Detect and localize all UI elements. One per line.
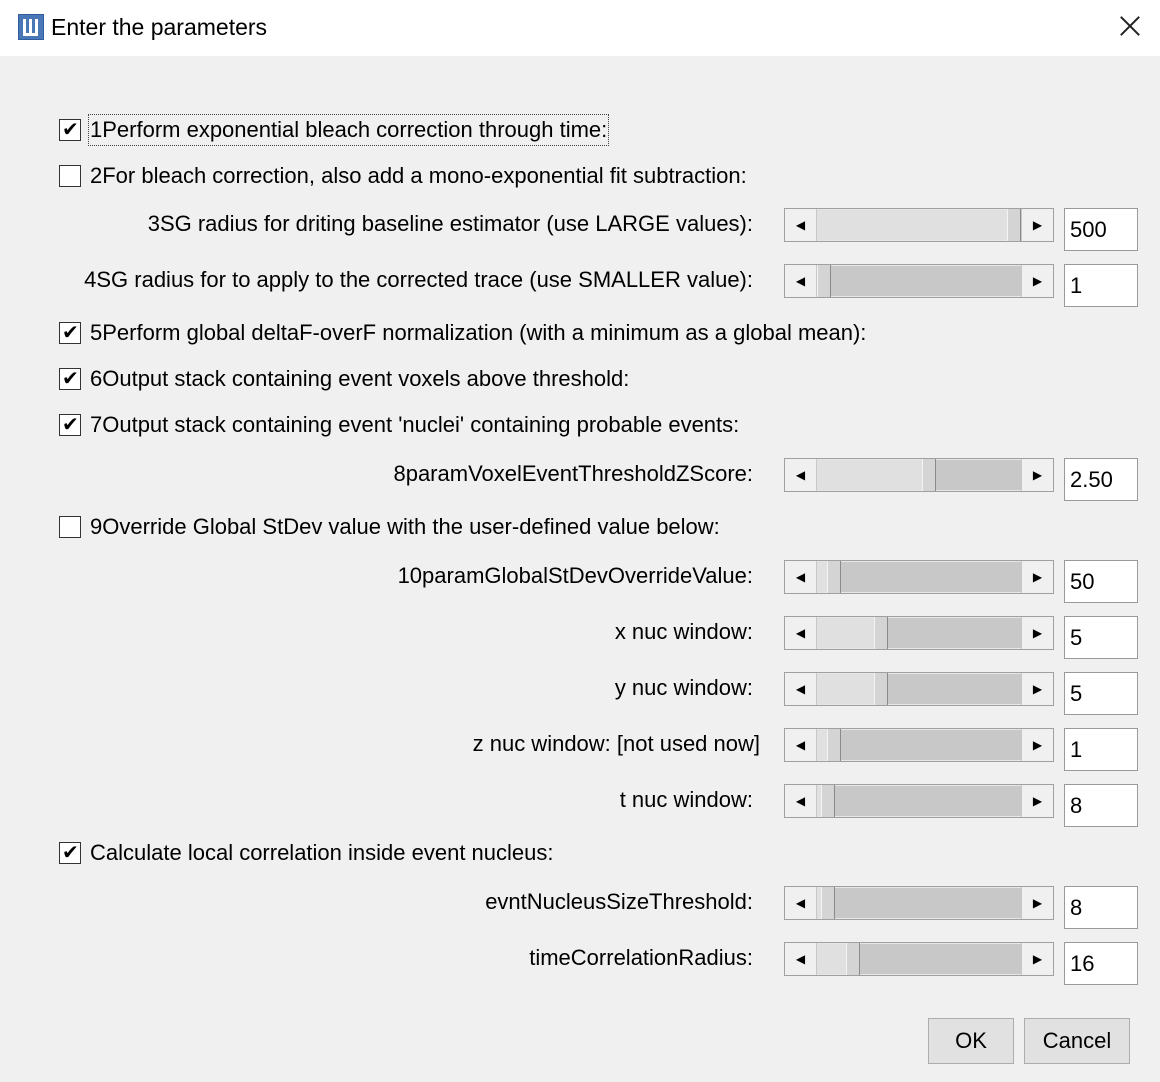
slider-sg-radius-baseline[interactable]: ◀ ▶ [784, 208, 1054, 242]
slider-thumb[interactable] [817, 265, 831, 297]
scroll-left-arrow-icon[interactable]: ◀ [785, 785, 817, 817]
slider-thumb[interactable] [827, 561, 841, 593]
slider-track[interactable] [817, 887, 1021, 919]
slider-nucleus-size-threshold[interactable]: ◀ ▶ [784, 886, 1054, 920]
scroll-right-arrow-icon[interactable]: ▶ [1021, 673, 1053, 705]
scroll-right-arrow-icon[interactable]: ▶ [1021, 617, 1053, 649]
slider-track[interactable] [817, 459, 1021, 491]
field-global-stdev-override[interactable] [1064, 560, 1138, 603]
slider-z-nuc-window[interactable]: ◀ ▶ [784, 728, 1054, 762]
label-z-nuc-window: z nuc window: [not used now] [472, 731, 760, 756]
scroll-right-arrow-icon[interactable]: ▶ [1021, 561, 1053, 593]
slider-thumb[interactable] [827, 729, 841, 761]
slider-x-nuc-window[interactable]: ◀ ▶ [784, 616, 1054, 650]
label-sg-radius-baseline: 3SG radius for driting baseline estimato… [147, 211, 753, 236]
checkbox-label-output-event-nuclei: 7Output stack containing event 'nuclei' … [90, 412, 740, 437]
label-t-nuc-window: t nuc window: [619, 787, 753, 812]
field-sg-radius-corrected[interactable] [1064, 264, 1138, 307]
field-y-nuc-window[interactable] [1064, 672, 1138, 715]
scroll-left-arrow-icon[interactable]: ◀ [785, 209, 817, 241]
checkbox-label-mono-exponential-fit: 2For bleach correction, also add a mono-… [90, 163, 747, 188]
scroll-right-arrow-icon[interactable]: ▶ [1021, 209, 1053, 241]
checkbox-label-local-correlation: Calculate local correlation inside event… [90, 840, 554, 865]
scroll-right-arrow-icon[interactable]: ▶ [1021, 729, 1053, 761]
scroll-left-arrow-icon[interactable]: ◀ [785, 729, 817, 761]
field-z-nuc-window[interactable] [1064, 728, 1138, 771]
checkbox-bleach-correction[interactable] [59, 119, 81, 141]
slider-thumb[interactable] [821, 785, 835, 817]
label-voxel-event-threshold: 8paramVoxelEventThresholdZScore: [393, 461, 753, 486]
slider-thumb[interactable] [874, 673, 888, 705]
slider-y-nuc-window[interactable]: ◀ ▶ [784, 672, 1054, 706]
window-title: Enter the parameters [51, 14, 268, 40]
field-sg-radius-baseline[interactable] [1064, 208, 1138, 251]
scroll-left-arrow-icon[interactable]: ◀ [785, 617, 817, 649]
checkbox-output-event-nuclei[interactable] [59, 414, 81, 436]
scroll-left-arrow-icon[interactable]: ◀ [785, 887, 817, 919]
field-time-correlation-radius[interactable] [1064, 942, 1138, 985]
slider-thumb[interactable] [874, 617, 888, 649]
checkbox-label-override-global-stdev: 9Override Global StDev value with the us… [90, 514, 720, 539]
slider-track[interactable] [817, 617, 1021, 649]
checkbox-label-bleach-correction: 1Perform exponential bleach correction t… [87, 114, 610, 146]
checkbox-deltaf-normalization[interactable] [59, 322, 81, 344]
field-nucleus-size-threshold[interactable] [1064, 886, 1138, 929]
checkbox-label-output-event-voxels: 6Output stack containing event voxels ab… [90, 366, 630, 391]
field-x-nuc-window[interactable] [1064, 616, 1138, 659]
ok-button[interactable]: OK [928, 1018, 1014, 1064]
slider-track[interactable] [817, 729, 1021, 761]
slider-sg-radius-corrected[interactable]: ◀ ▶ [784, 264, 1054, 298]
slider-track[interactable] [817, 785, 1021, 817]
slider-track[interactable] [817, 209, 1021, 241]
checkbox-label-deltaf-normalization: 5Perform global deltaF-overF normalizati… [90, 320, 867, 345]
scroll-right-arrow-icon[interactable]: ▶ [1021, 887, 1053, 919]
checkbox-local-correlation[interactable] [59, 842, 81, 864]
checkbox-mono-exponential-fit[interactable] [59, 165, 81, 187]
slider-thumb[interactable] [821, 887, 835, 919]
scroll-right-arrow-icon[interactable]: ▶ [1021, 943, 1053, 975]
cancel-button[interactable]: Cancel [1024, 1018, 1130, 1064]
title-bar: Enter the parameters [0, 0, 1160, 56]
field-t-nuc-window[interactable] [1064, 784, 1138, 827]
scroll-right-arrow-icon[interactable]: ▶ [1021, 459, 1053, 491]
label-global-stdev-override: 10paramGlobalStDevOverrideValue: [397, 563, 753, 588]
slider-thumb[interactable] [1007, 209, 1021, 241]
scroll-left-arrow-icon[interactable]: ◀ [785, 265, 817, 297]
checkbox-output-event-voxels[interactable] [59, 368, 81, 390]
scroll-left-arrow-icon[interactable]: ◀ [785, 459, 817, 491]
label-y-nuc-window: y nuc window: [614, 675, 753, 700]
slider-time-correlation-radius[interactable]: ◀ ▶ [784, 942, 1054, 976]
slider-track[interactable] [817, 673, 1021, 705]
scroll-right-arrow-icon[interactable]: ▶ [1021, 785, 1053, 817]
scroll-right-arrow-icon[interactable]: ▶ [1021, 265, 1053, 297]
close-icon[interactable] [1100, 0, 1156, 52]
scroll-left-arrow-icon[interactable]: ◀ [785, 943, 817, 975]
scroll-left-arrow-icon[interactable]: ◀ [785, 561, 817, 593]
imagej-icon [18, 14, 44, 40]
slider-track[interactable] [817, 561, 1021, 593]
slider-global-stdev-override[interactable]: ◀ ▶ [784, 560, 1054, 594]
checkbox-override-global-stdev[interactable] [59, 516, 81, 538]
field-voxel-event-threshold[interactable] [1064, 458, 1138, 501]
label-nucleus-size-threshold: evntNucleusSizeThreshold: [485, 889, 753, 914]
slider-track[interactable] [817, 943, 1021, 975]
label-time-correlation-radius: timeCorrelationRadius: [529, 945, 753, 970]
label-sg-radius-corrected: 4SG radius for to apply to the corrected… [84, 267, 753, 292]
slider-voxel-event-threshold[interactable]: ◀ ▶ [784, 458, 1054, 492]
slider-thumb[interactable] [846, 943, 860, 975]
slider-t-nuc-window[interactable]: ◀ ▶ [784, 784, 1054, 818]
slider-track[interactable] [817, 265, 1021, 297]
label-x-nuc-window: x nuc window: [614, 619, 753, 644]
scroll-left-arrow-icon[interactable]: ◀ [785, 673, 817, 705]
slider-thumb[interactable] [922, 459, 936, 491]
